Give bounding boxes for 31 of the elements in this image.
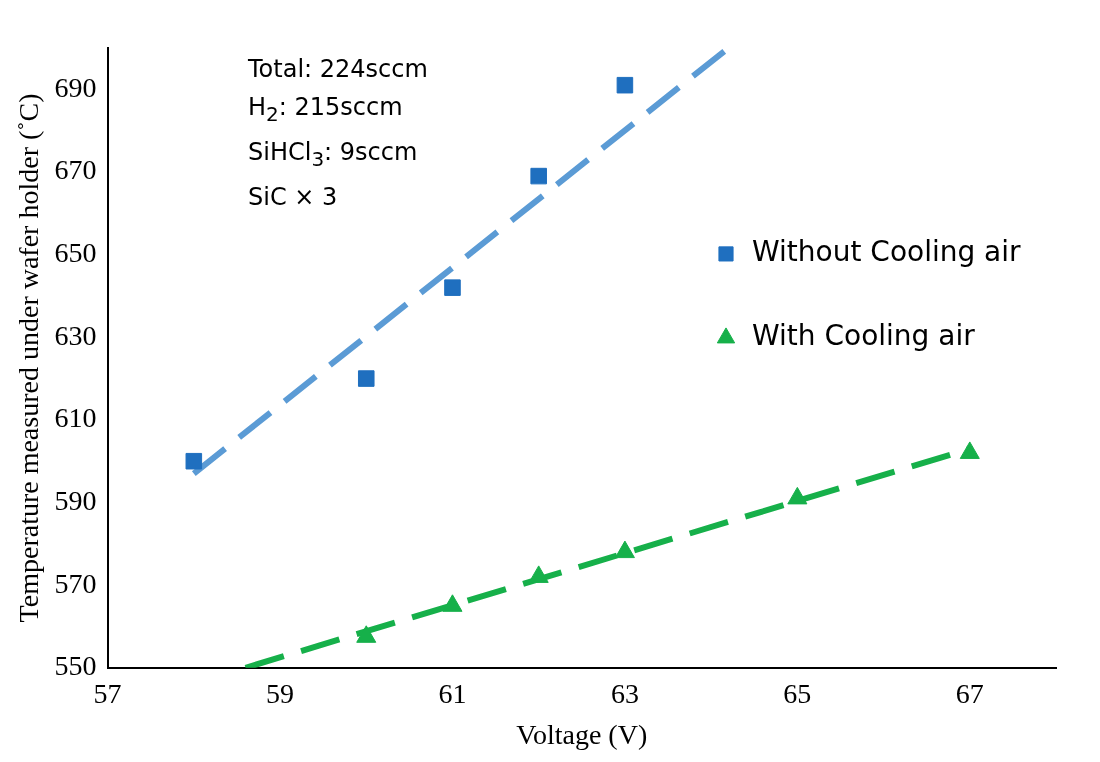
y-axis-title: Temperature measured under wafer holder (˚C) <box>13 93 45 623</box>
x-tick-label: 63 <box>610 677 639 709</box>
annotation: Total: 224sccm <box>248 54 428 85</box>
y-tick-label: 610 <box>54 402 97 434</box>
legend-label: Without Cooling air <box>752 235 1022 269</box>
legend-label: With Cooling air <box>752 319 976 353</box>
x-tick-label: 67 <box>955 677 984 709</box>
y-tick-label: 690 <box>54 71 97 103</box>
point <box>959 441 980 459</box>
y-tick-label: 590 <box>54 484 97 516</box>
point <box>442 594 463 612</box>
y-tick-label: 630 <box>54 319 97 351</box>
annotation: SiHCl$_{3}$: 9sccm <box>248 136 419 173</box>
annotation: SiC × 3 <box>248 181 339 213</box>
point <box>528 565 549 583</box>
point <box>787 486 808 505</box>
y-tick-label: 650 <box>54 236 97 268</box>
annotation: H$_{2}$: 215sccm <box>248 92 404 128</box>
x-axis-title: Voltage (V) <box>516 718 648 750</box>
x-tick-label: 61 <box>438 677 467 709</box>
x-tick-label: 65 <box>783 677 812 709</box>
point <box>356 625 377 643</box>
point <box>530 167 547 185</box>
point <box>357 370 375 387</box>
point <box>616 76 634 94</box>
point <box>614 540 635 559</box>
point <box>185 452 203 470</box>
y-tick-label: 670 <box>54 154 97 186</box>
point <box>444 279 461 296</box>
y-tick-label: 570 <box>54 567 97 599</box>
x-tick-label: 59 <box>266 677 295 709</box>
